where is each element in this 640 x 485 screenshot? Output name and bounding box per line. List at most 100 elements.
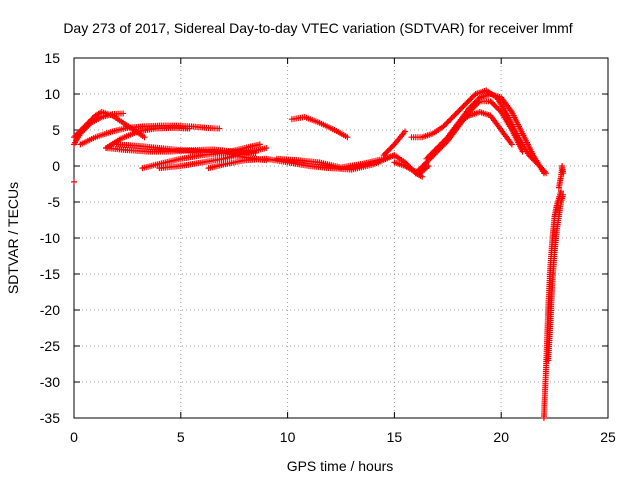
data-series-track-t <box>555 163 567 191</box>
data-point <box>558 188 565 195</box>
data-point <box>186 125 193 132</box>
data-point <box>451 112 458 119</box>
data-point <box>519 148 526 155</box>
data-point <box>263 145 270 151</box>
data-point <box>464 99 471 106</box>
data-point <box>459 104 466 111</box>
data-point <box>344 134 351 141</box>
data-point <box>460 103 467 110</box>
data-point <box>422 160 429 167</box>
data-series-track-g <box>139 141 263 172</box>
data-point <box>440 123 447 130</box>
data-point <box>540 170 547 177</box>
data-point <box>418 164 425 171</box>
x-axis-title: GPS time / hours <box>287 458 394 474</box>
data-point <box>402 128 409 135</box>
data-point <box>441 122 448 129</box>
series-layer <box>71 87 567 421</box>
data-point <box>86 121 93 128</box>
y-tick-label: -10 <box>40 230 60 246</box>
data-point <box>419 163 426 170</box>
data-point <box>443 120 450 127</box>
data-point <box>384 148 391 155</box>
data-point <box>424 154 431 161</box>
data-point <box>452 111 459 118</box>
data-point <box>428 150 435 157</box>
data-point <box>85 122 92 129</box>
data-point <box>488 99 495 106</box>
data-point <box>420 162 427 169</box>
data-point <box>435 143 442 150</box>
data-point <box>382 150 389 157</box>
data-point <box>439 139 446 146</box>
axis-layer: 0 5 10 15 20 25 -35 -30 -25 -20 -15 -10 -5 0 5 10 15 <box>40 50 616 445</box>
data-point <box>71 178 77 185</box>
data-point <box>468 95 475 102</box>
y-tick-label: 15 <box>44 50 60 66</box>
x-tick-label: 10 <box>280 429 296 445</box>
data-point <box>432 146 439 153</box>
data-point <box>471 92 478 99</box>
data-series-track-j <box>273 152 398 171</box>
data-series-track-l <box>380 128 409 159</box>
data-point <box>386 146 393 153</box>
data-point <box>78 129 85 136</box>
data-point <box>391 152 398 159</box>
y-tick-label: 5 <box>52 122 60 138</box>
data-point <box>466 105 473 112</box>
y-tick-label: -15 <box>40 266 60 282</box>
data-point <box>494 104 501 111</box>
x-tick-label: 25 <box>600 429 616 445</box>
data-point <box>80 127 87 134</box>
data-point <box>467 104 474 111</box>
data-point <box>438 140 445 147</box>
data-point <box>472 98 479 105</box>
data-point <box>141 134 148 141</box>
data-point <box>456 107 463 114</box>
data-point <box>425 163 432 169</box>
x-tick-label: 5 <box>177 429 185 445</box>
data-point <box>508 141 515 148</box>
data-point <box>77 130 84 137</box>
data-point <box>427 151 434 158</box>
data-series-track-k <box>288 114 351 141</box>
data-series-track-u <box>71 178 77 185</box>
data-series-track-h <box>156 145 270 172</box>
data-point <box>445 118 452 124</box>
data-series-track-c <box>77 122 223 148</box>
data-point <box>444 119 451 126</box>
data-point <box>81 126 88 133</box>
data-point <box>457 105 464 112</box>
y-tick-label: -30 <box>40 374 60 390</box>
data-point <box>442 136 449 143</box>
data-point <box>434 145 441 151</box>
data-point <box>423 155 430 162</box>
data-point <box>416 166 423 173</box>
data-point <box>474 97 481 104</box>
y-tick-label: -20 <box>40 302 60 318</box>
y-axis-title: SDTVAR / TECUs <box>5 182 21 294</box>
y-tick-label: 0 <box>52 158 60 174</box>
data-point <box>387 145 394 152</box>
data-point <box>475 95 482 102</box>
data-point <box>431 147 438 154</box>
data-point <box>471 100 478 106</box>
data-point <box>495 106 502 113</box>
data-point <box>412 170 419 177</box>
data-series-track-b <box>71 110 127 148</box>
data-series-track-s <box>545 191 567 364</box>
data-series-track-d <box>103 124 193 151</box>
data-point <box>455 108 462 115</box>
data-point <box>440 138 447 145</box>
data-point <box>453 109 460 116</box>
data-point <box>415 167 422 174</box>
data-point <box>82 125 89 132</box>
data-point <box>496 107 503 114</box>
data-point <box>448 115 455 122</box>
y-tick-label: 10 <box>44 86 60 102</box>
data-point <box>469 93 476 100</box>
data-point <box>560 170 567 177</box>
data-point <box>120 110 127 117</box>
